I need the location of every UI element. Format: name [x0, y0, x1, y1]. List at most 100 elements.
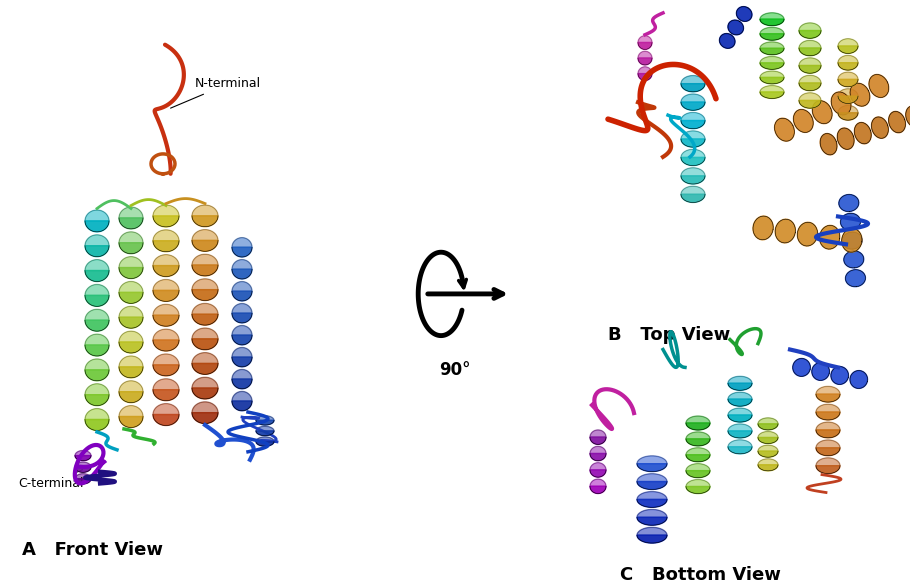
Polygon shape [232, 313, 252, 323]
Polygon shape [816, 404, 840, 412]
Polygon shape [845, 270, 865, 287]
Polygon shape [638, 67, 652, 74]
Polygon shape [728, 376, 752, 383]
Polygon shape [758, 445, 778, 451]
Polygon shape [905, 106, 910, 127]
Polygon shape [638, 58, 652, 65]
Polygon shape [869, 75, 889, 98]
Polygon shape [638, 36, 652, 42]
Polygon shape [844, 251, 864, 268]
Polygon shape [85, 370, 109, 381]
Polygon shape [153, 255, 179, 266]
Polygon shape [799, 93, 821, 101]
Polygon shape [837, 128, 854, 149]
Polygon shape [728, 447, 752, 454]
Polygon shape [720, 34, 735, 48]
Polygon shape [774, 118, 794, 141]
Polygon shape [85, 345, 109, 356]
Polygon shape [119, 243, 143, 253]
Polygon shape [681, 149, 705, 158]
Polygon shape [799, 48, 821, 56]
Polygon shape [153, 354, 179, 365]
Polygon shape [153, 279, 179, 290]
Polygon shape [686, 423, 710, 430]
Polygon shape [813, 101, 832, 123]
Polygon shape [85, 419, 109, 430]
Polygon shape [760, 56, 784, 63]
Polygon shape [758, 432, 778, 437]
Polygon shape [85, 295, 109, 306]
Polygon shape [590, 486, 606, 493]
Polygon shape [75, 456, 91, 460]
Polygon shape [85, 246, 109, 256]
Polygon shape [192, 265, 218, 276]
Polygon shape [637, 499, 667, 507]
Polygon shape [799, 75, 821, 83]
Polygon shape [232, 291, 252, 301]
Polygon shape [153, 216, 179, 227]
Polygon shape [638, 51, 652, 58]
Polygon shape [686, 416, 710, 423]
Polygon shape [256, 431, 274, 436]
Polygon shape [192, 303, 218, 314]
Polygon shape [681, 83, 705, 92]
Polygon shape [854, 122, 871, 144]
Polygon shape [758, 424, 778, 430]
Polygon shape [728, 408, 752, 415]
Polygon shape [192, 388, 218, 399]
Polygon shape [760, 92, 784, 98]
Polygon shape [681, 195, 705, 202]
Polygon shape [686, 480, 710, 486]
Polygon shape [681, 94, 705, 102]
Polygon shape [760, 28, 784, 34]
Polygon shape [119, 416, 143, 427]
Polygon shape [799, 23, 821, 31]
Text: C-terminal: C-terminal [18, 470, 84, 490]
Polygon shape [797, 222, 817, 246]
Polygon shape [760, 48, 784, 55]
Polygon shape [760, 63, 784, 69]
Polygon shape [799, 58, 821, 65]
Text: C   Bottom View: C Bottom View [620, 566, 781, 584]
Polygon shape [816, 386, 840, 394]
Polygon shape [838, 89, 858, 96]
Polygon shape [681, 176, 705, 184]
Polygon shape [232, 326, 252, 335]
Polygon shape [760, 42, 784, 48]
Polygon shape [192, 216, 218, 226]
Polygon shape [681, 186, 705, 195]
Polygon shape [153, 340, 179, 351]
Polygon shape [153, 241, 179, 252]
Polygon shape [85, 384, 109, 395]
Polygon shape [681, 112, 705, 121]
Polygon shape [686, 432, 710, 439]
Polygon shape [753, 216, 774, 240]
Polygon shape [119, 292, 143, 303]
Polygon shape [232, 269, 252, 279]
Polygon shape [686, 470, 710, 477]
Polygon shape [760, 34, 784, 40]
Polygon shape [799, 83, 821, 91]
Polygon shape [838, 39, 858, 46]
Polygon shape [842, 229, 862, 252]
Polygon shape [816, 422, 840, 430]
Polygon shape [872, 117, 888, 138]
Polygon shape [119, 218, 143, 229]
Polygon shape [256, 416, 274, 420]
Text: N-terminal: N-terminal [170, 78, 261, 108]
Polygon shape [119, 257, 143, 268]
Polygon shape [153, 315, 179, 326]
Polygon shape [119, 381, 143, 392]
Polygon shape [75, 450, 91, 456]
Polygon shape [831, 366, 848, 385]
Polygon shape [192, 254, 218, 265]
Polygon shape [838, 63, 858, 70]
Polygon shape [192, 328, 218, 339]
Polygon shape [838, 113, 858, 120]
Polygon shape [119, 232, 143, 243]
Polygon shape [85, 334, 109, 345]
Polygon shape [838, 72, 858, 79]
Polygon shape [838, 46, 858, 54]
Polygon shape [760, 71, 784, 78]
Polygon shape [590, 453, 606, 461]
